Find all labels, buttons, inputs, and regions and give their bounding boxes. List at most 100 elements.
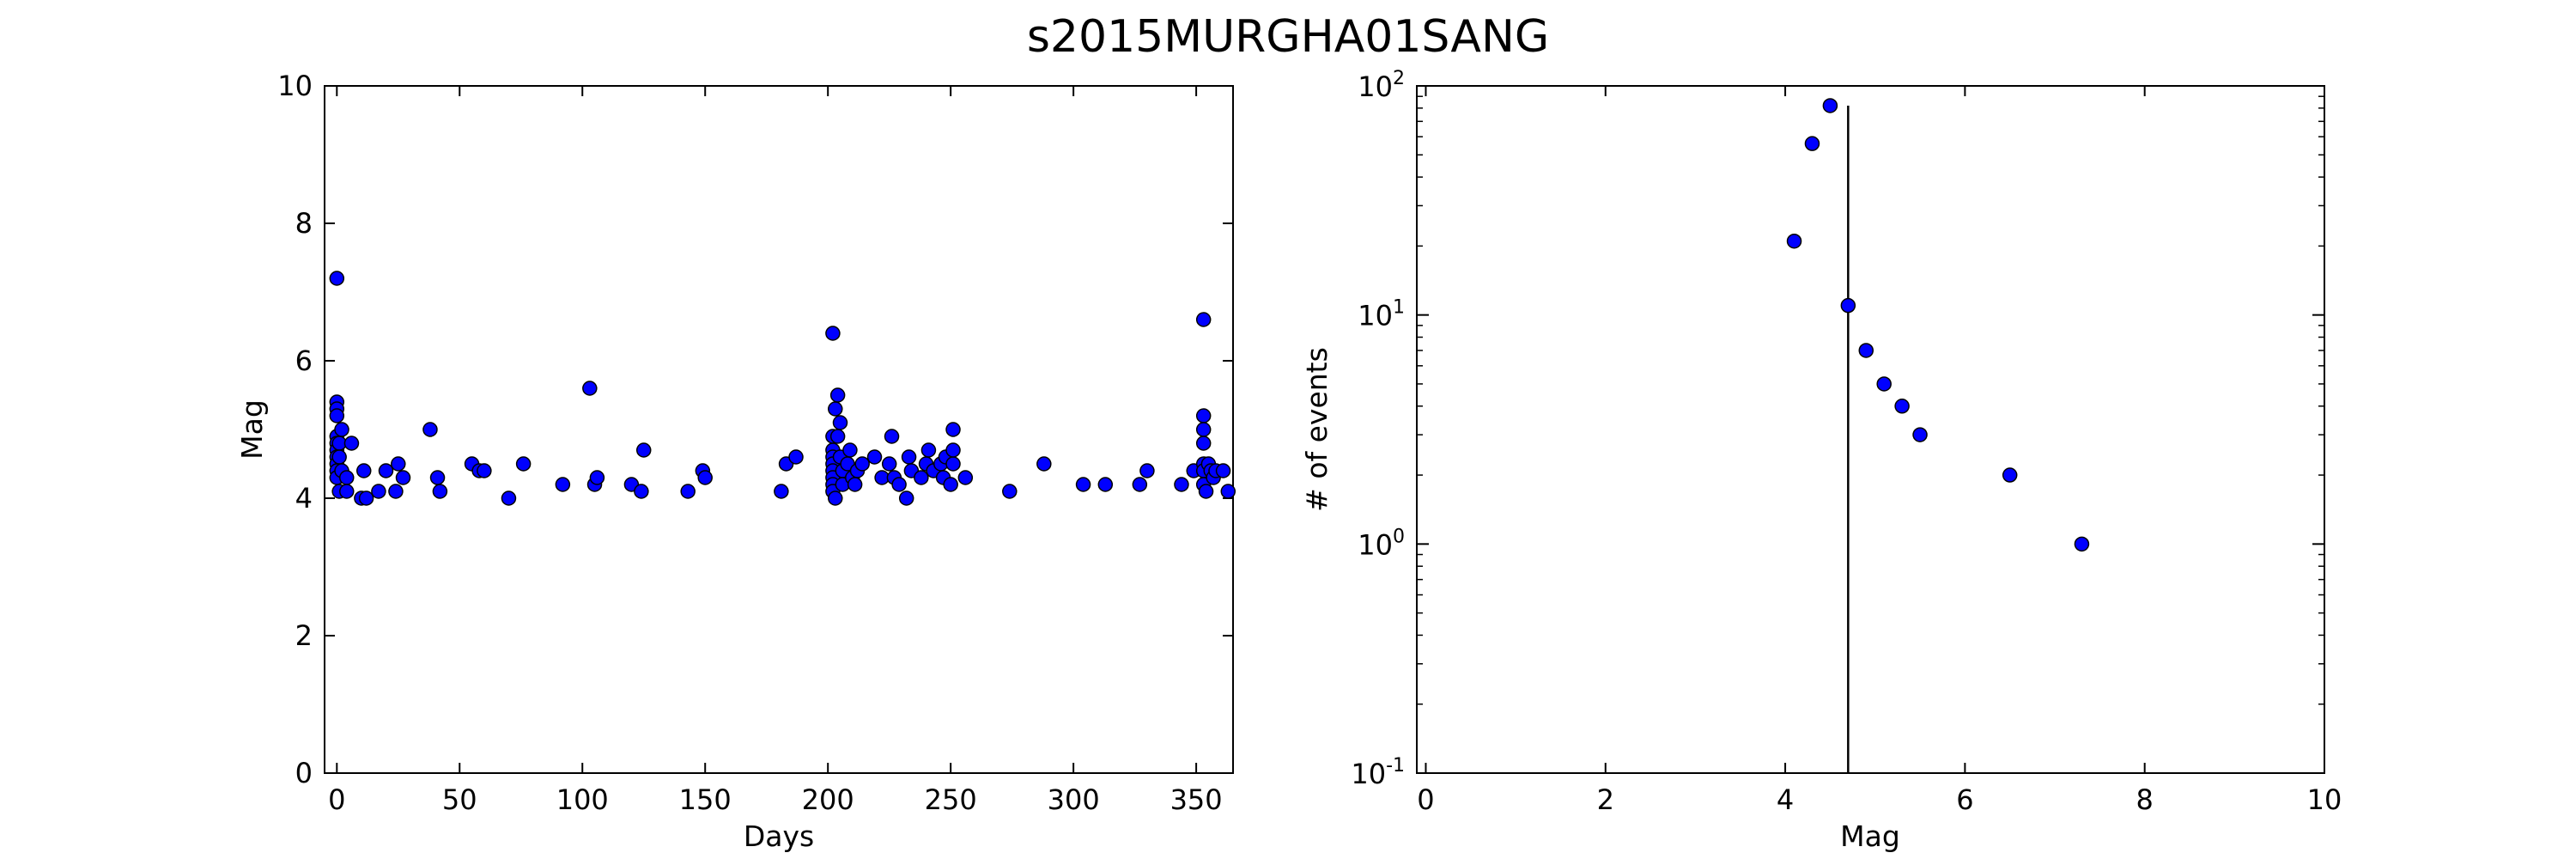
right-y-axis-label: # of events: [1300, 347, 1334, 512]
left-data-point: [338, 470, 355, 485]
right-data-point: [1804, 136, 1820, 151]
left-data-point: [343, 436, 360, 451]
right-x-ticks: 0 2 4 6 8 10: [1417, 86, 2342, 816]
left-scatter-plot: 0 50 100 150 200 250 300 350 0 2 4 6 8 10 Days Mag: [235, 70, 1236, 853]
figure-title: s2015MURGHA01SANG: [1027, 11, 1549, 63]
right-x-axis-label: Mag: [1840, 819, 1900, 853]
left-data-point: [555, 477, 571, 492]
left-x-tick-label: 100: [556, 783, 609, 816]
left-data-point: [515, 456, 532, 472]
right-data-point: [1912, 427, 1928, 442]
left-data-points: [329, 271, 1236, 506]
left-data-point: [1195, 422, 1212, 437]
left-x-tick-label: 0: [328, 783, 345, 816]
left-data-point: [847, 477, 863, 492]
right-data-point: [1786, 233, 1802, 249]
left-data-point: [391, 456, 406, 472]
right-data-point: [1858, 343, 1874, 358]
left-y-ticks: 0 2 4 6 8 10: [277, 70, 1233, 789]
left-plot-frame: [324, 85, 1234, 774]
right-scatter-plot: 0 2 4 6 8 10 10-1 100 101 102 Mag # of events: [1300, 68, 2342, 853]
left-data-point: [828, 401, 843, 417]
left-data-point: [634, 484, 649, 499]
left-data-point: [582, 381, 598, 396]
left-data-point: [1132, 477, 1148, 492]
left-data-point: [1198, 484, 1214, 499]
left-data-point: [697, 470, 713, 485]
left-data-point: [1002, 484, 1018, 499]
left-data-point: [329, 271, 345, 286]
left-x-tick-label: 200: [802, 783, 854, 816]
left-x-axis-label: Days: [744, 819, 814, 853]
right-data-point: [2002, 467, 2018, 483]
left-data-point: [829, 387, 846, 403]
left-x-ticks: 0 50 100 150 200 250 300 350: [328, 86, 1223, 816]
right-y-tick-label: 102: [1358, 68, 1405, 103]
right-x-tick-label: 10: [2307, 783, 2342, 816]
left-x-tick-label: 250: [925, 783, 977, 816]
left-data-point: [1036, 456, 1052, 472]
left-y-tick-label: 2: [295, 619, 313, 652]
right-y-tick-label: 101: [1358, 297, 1405, 332]
left-data-point: [356, 463, 372, 478]
left-data-point: [501, 490, 517, 506]
left-y-tick-label: 0: [295, 757, 313, 789]
left-data-point: [680, 484, 696, 499]
left-data-point: [866, 449, 883, 465]
left-data-point: [371, 484, 386, 499]
right-x-tick-label: 0: [1417, 783, 1434, 816]
left-data-point: [945, 442, 961, 458]
left-x-tick-label: 150: [679, 783, 732, 816]
left-data-point: [1075, 477, 1091, 492]
right-y-ticks: 10-1 100 101 102: [1351, 68, 2324, 790]
left-data-point: [891, 477, 907, 492]
left-data-point: [884, 429, 900, 444]
left-data-point: [1220, 484, 1236, 499]
left-data-point: [432, 484, 448, 499]
left-y-tick-label: 4: [295, 482, 313, 515]
left-data-point: [957, 470, 974, 485]
left-data-point: [842, 442, 858, 458]
left-data-point: [774, 484, 789, 499]
left-data-point: [920, 442, 937, 458]
left-data-point: [1195, 312, 1212, 327]
left-data-point: [329, 408, 345, 423]
left-data-point: [945, 456, 961, 472]
left-data-point: [1215, 463, 1231, 478]
right-x-tick-label: 2: [1597, 783, 1614, 816]
left-data-point: [477, 463, 492, 478]
right-x-tick-label: 8: [2136, 783, 2154, 816]
left-x-tick-label: 350: [1170, 783, 1223, 816]
right-x-tick-label: 6: [1956, 783, 1973, 816]
left-data-point: [334, 422, 349, 437]
right-y-tick-label: 100: [1358, 526, 1405, 561]
left-x-tick-label: 300: [1048, 783, 1100, 816]
left-data-point: [945, 422, 961, 437]
left-data-point: [898, 490, 914, 506]
left-data-point: [635, 442, 652, 458]
left-data-point: [1195, 408, 1212, 423]
right-x-tick-label: 4: [1777, 783, 1794, 816]
left-x-tick-label: 50: [442, 783, 477, 816]
left-data-point: [358, 490, 374, 506]
left-data-point: [378, 463, 394, 478]
left-data-point: [1195, 436, 1212, 451]
left-data-point: [788, 449, 804, 465]
left-data-point: [854, 456, 870, 472]
left-data-point: [589, 470, 605, 485]
left-y-tick-label: 6: [295, 344, 313, 377]
left-data-point: [829, 429, 846, 444]
left-data-point: [422, 422, 438, 437]
left-data-point: [1139, 463, 1155, 478]
right-plot-frame: [1416, 85, 2325, 774]
left-y-tick-label: 10: [277, 70, 313, 102]
left-y-axis-label: Mag: [235, 399, 269, 460]
left-data-point: [338, 484, 355, 499]
right-data-point: [1840, 297, 1856, 314]
left-data-point: [388, 484, 404, 499]
right-data-point: [1822, 98, 1838, 113]
left-data-point: [429, 470, 446, 485]
left-data-point: [1174, 477, 1189, 492]
